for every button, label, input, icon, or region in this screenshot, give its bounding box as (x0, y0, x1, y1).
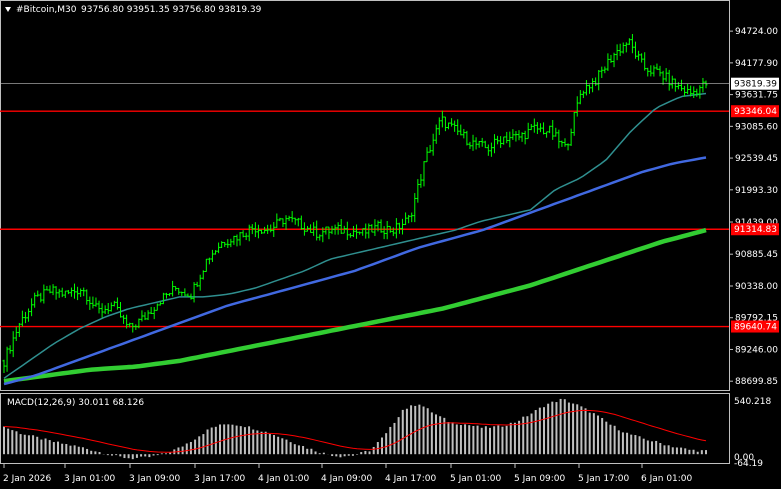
price-axis-label: 89246.00 (735, 345, 778, 355)
time-axis-label: 4 Jan 09:00 (321, 474, 373, 484)
price-axis: 94724.00 94177.90 93631.75 93085.60 92539.45… (729, 27, 778, 387)
price-axis-label: 93085.60 (735, 122, 778, 132)
moving-average-slow (3, 227, 707, 384)
chart-symbol-timeframe: #Bitcoin,M30 (16, 5, 77, 15)
time-axis-label: 2 Jan 2026 (3, 474, 51, 484)
current-price-value: 93819.39 (734, 80, 777, 90)
time-axis-label: 3 Jan 09:00 (129, 474, 181, 484)
ma-fast-line (3, 92, 707, 379)
macd-panel-frame (0, 393, 730, 464)
level-price-tag (731, 105, 779, 118)
price-axis-label: 91993.30 (735, 186, 778, 196)
price-axis-label: 88699.85 (735, 377, 778, 387)
time-axis-label: 4 Jan 01:00 (258, 474, 310, 484)
macd-signal-path (3, 409, 707, 453)
macd-label: MACD(12,26,9) 30.011 68.126 (7, 398, 144, 408)
time-axis-label: 5 Jan 01:00 (450, 474, 502, 484)
price-level-labels: 93346.04 91314.83 89640.74 (731, 105, 779, 333)
level-price-tag (731, 320, 779, 333)
macd-axis-max: 540.218 (734, 397, 771, 407)
price-axis-label: 91439.00 (735, 218, 778, 228)
price-axis-label: 90338.00 (735, 282, 778, 292)
time-axis: 2 Jan 2026 3 Jan 01:00 3 Jan 09:00 3 Jan 17… (3, 464, 693, 484)
price-axis-label: 92539.45 (735, 154, 778, 164)
level-price-value: 91314.83 (734, 225, 777, 235)
time-axis-label: 3 Jan 17:00 (194, 474, 246, 484)
time-axis-label: 5 Jan 09:00 (514, 474, 566, 484)
price-axis-label: 93631.75 (735, 91, 778, 101)
triangle-down-icon[interactable] (5, 7, 11, 12)
level-price-value: 93346.04 (734, 107, 777, 117)
price-candles (2, 33, 708, 374)
price-axis-label: 94724.00 (735, 27, 778, 37)
ma-mid-line (3, 156, 707, 386)
price-axis-label: 94177.90 (735, 59, 778, 69)
price-axis-label: 90885.45 (735, 250, 778, 260)
ma-slow-line (3, 227, 707, 384)
level-price-tag (731, 223, 779, 236)
chart-ohlc-values: 93756.80 93951.35 93756.80 93819.39 (81, 5, 262, 15)
price-axis-label: 89792.15 (735, 314, 778, 324)
macd-signal-line (3, 409, 707, 453)
level-price-value: 89640.74 (734, 323, 777, 333)
main-panel-frame (0, 0, 730, 391)
macd-axis-min: -64.19 (734, 459, 763, 469)
current-price-tag: 93819.39 (731, 77, 779, 90)
macd-axis-zero: 0.00 (734, 453, 754, 463)
horizontal-levels[interactable] (0, 110, 729, 328)
macd-axis: 540.218 0.00 -64.19 (734, 397, 771, 469)
moving-average-mid (3, 156, 707, 386)
time-axis-label: 5 Jan 17:00 (578, 474, 630, 484)
time-axis-label: 6 Jan 01:00 (641, 474, 693, 484)
moving-average-fast (3, 92, 707, 379)
time-axis-label: 3 Jan 01:00 (64, 474, 116, 484)
time-axis-label: 4 Jan 17:00 (385, 474, 437, 484)
